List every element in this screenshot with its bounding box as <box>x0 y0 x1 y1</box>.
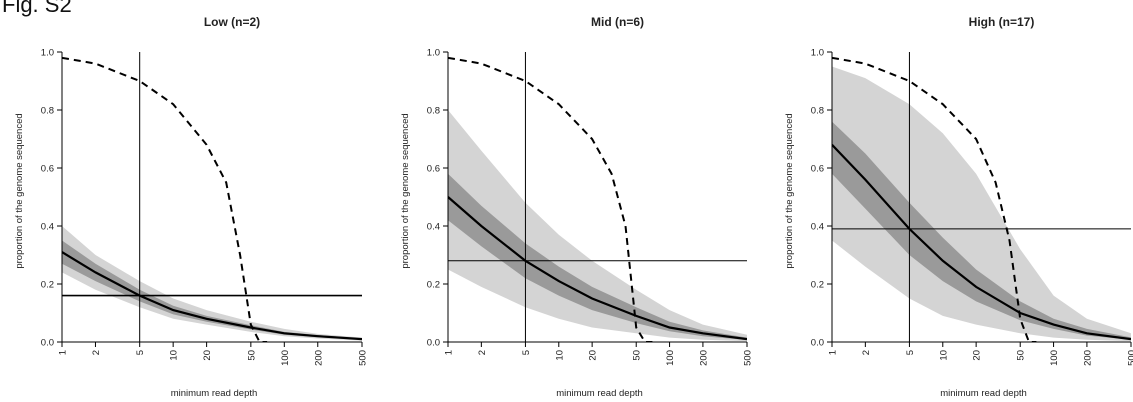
x-tick-label: 5 <box>521 350 532 355</box>
x-tick-label: 2 <box>91 350 102 355</box>
plot-area <box>62 52 362 342</box>
x-tick-label: 1 <box>444 350 455 355</box>
y-axis-label: proportion of the genome sequenced <box>14 113 25 268</box>
x-tick-label: 10 <box>169 350 180 361</box>
panel-title: Low (n=2) <box>204 15 260 29</box>
series-median <box>62 251 362 341</box>
x-tick-label: 1 <box>828 350 839 355</box>
chart-panel-1: 0.0 0.2 0.4 0.6 0.8 1.0 1 2 5 10 20 50 100 200 500 Low … <box>14 15 369 399</box>
series-median <box>832 144 1131 341</box>
x-tick-label: 2 <box>861 350 872 355</box>
y-tick-label: 0.8 <box>427 106 440 117</box>
y-tick-label: 0.8 <box>811 106 824 117</box>
chart-panel-3: 0.0 0.2 0.4 0.6 0.8 1.0 1 2 5 10 20 50 100 200 500 High… <box>784 15 1133 399</box>
x-tick-label: 200 <box>313 350 324 366</box>
x-axis-label: minimum read depth <box>940 388 1027 399</box>
y-axis-label: proportion of the genome sequenced <box>400 113 411 268</box>
y-tick-label: 0.2 <box>811 280 824 291</box>
plot-area <box>448 52 747 342</box>
series-expected <box>832 56 1037 342</box>
series-median <box>448 196 747 341</box>
x-tick-label: 200 <box>1082 350 1093 366</box>
x-tick-label: 100 <box>280 350 291 366</box>
band-outer <box>448 110 747 342</box>
chart-panel-2: 0.0 0.2 0.4 0.6 0.8 1.0 1 2 5 10 20 50 100 200 500 Mid … <box>400 15 754 399</box>
panel-title: High (n=17) <box>969 15 1035 29</box>
x-tick-label: 10 <box>938 350 949 361</box>
x-tick-label: 10 <box>554 350 565 361</box>
y-tick-label: 0.8 <box>41 106 54 117</box>
x-tick-label: 20 <box>588 350 599 361</box>
y-tick-label: 0.4 <box>427 222 440 233</box>
y-tick-label: 0.0 <box>427 338 440 349</box>
x-tick-label: 20 <box>202 350 213 361</box>
y-tick-label: 1.0 <box>427 48 440 59</box>
band-outer <box>832 66 1131 342</box>
y-tick-label: 1.0 <box>41 48 54 59</box>
plot-area <box>832 52 1131 342</box>
x-tick-label: 5 <box>135 350 146 355</box>
y-tick-label: 0.0 <box>811 338 824 349</box>
x-tick-label: 500 <box>358 350 369 366</box>
x-tick-label: 2 <box>477 350 488 355</box>
x-tick-label: 50 <box>632 350 643 361</box>
x-tick-label: 200 <box>698 350 709 366</box>
x-tick-label: 100 <box>665 350 676 366</box>
y-tick-label: 0.6 <box>41 164 54 175</box>
y-tick-label: 0.6 <box>811 164 824 175</box>
x-axis-label: minimum read depth <box>556 388 643 399</box>
series-expected <box>62 56 268 342</box>
y-tick-label: 0.6 <box>427 164 440 175</box>
y-tick-label: 0.2 <box>41 280 54 291</box>
x-tick-label: 100 <box>1049 350 1060 366</box>
y-axis-label: proportion of the genome sequenced <box>784 113 795 268</box>
x-tick-label: 50 <box>1016 350 1027 361</box>
x-tick-label: 1 <box>58 350 69 355</box>
x-axis-label: minimum read depth <box>171 388 258 399</box>
band-inner <box>832 121 1131 340</box>
series-expected <box>448 56 653 342</box>
x-tick-label: 50 <box>246 350 257 361</box>
y-tick-label: 0.0 <box>41 338 54 349</box>
x-tick-label: 500 <box>743 350 754 366</box>
figure-label: Fig. S2 <box>2 0 72 17</box>
y-tick-label: 0.4 <box>811 222 824 233</box>
panel-title: Mid (n=6) <box>591 15 644 29</box>
y-tick-label: 0.4 <box>41 222 54 233</box>
x-tick-label: 500 <box>1127 350 1133 366</box>
band-inner <box>448 173 747 340</box>
x-tick-label: 20 <box>972 350 983 361</box>
y-tick-label: 1.0 <box>811 48 824 59</box>
y-tick-label: 0.2 <box>427 280 440 291</box>
x-tick-label: 5 <box>905 350 916 355</box>
